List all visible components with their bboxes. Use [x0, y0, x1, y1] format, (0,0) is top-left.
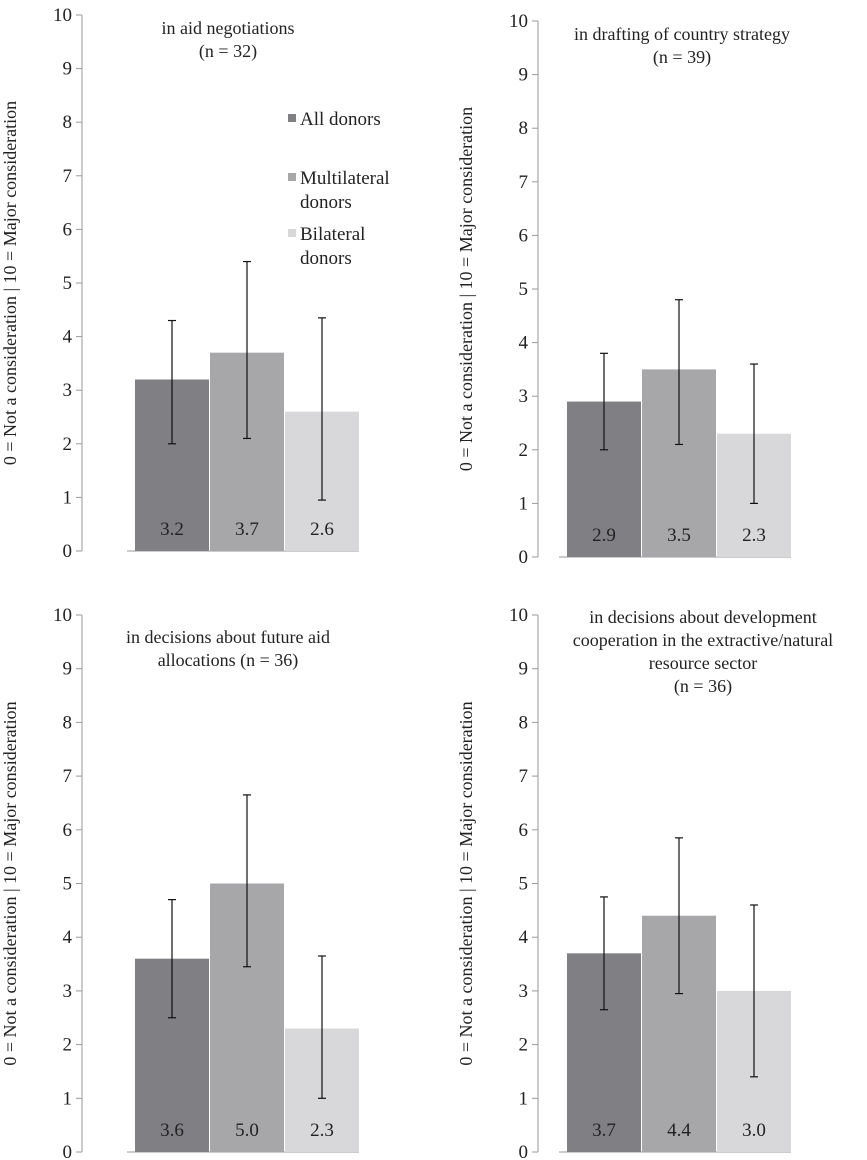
- data-label: 3.7: [235, 519, 259, 540]
- chart-panel-1: 0 1 2 3 4 5 6 7 8 9 10 0 = Not a consideration | 10…: [0, 5, 390, 562]
- chart-title-line: (n = 32): [199, 41, 257, 62]
- legend-label: Multilateral: [300, 168, 390, 189]
- data-label: 2.9: [592, 525, 616, 546]
- chart-title-line: cooperation in the extractive/natural: [573, 630, 833, 650]
- data-label: 3.2: [160, 519, 184, 540]
- y-tick-label: 5: [519, 874, 529, 895]
- y-tick-label: 3: [519, 981, 529, 1002]
- y-tick-label: 6: [63, 219, 73, 240]
- legend-swatch: [288, 114, 296, 122]
- y-tick-label: 2: [519, 1035, 529, 1056]
- y-tick-label: 4: [519, 333, 529, 354]
- y-tick-label: 10: [53, 605, 72, 626]
- y-tick-label: 2: [63, 434, 73, 455]
- y-tick-label: 5: [63, 273, 73, 294]
- y-tick-label: 1: [63, 487, 73, 508]
- data-label: 3.7: [592, 1120, 616, 1141]
- y-tick-label: 10: [509, 605, 528, 626]
- y-tick-label: 4: [63, 927, 73, 948]
- y-tick-label: 3: [63, 981, 73, 1002]
- chart-panel-4: 0 1 2 3 4 5 6 7 8 9 10 0 = Not a consideration | 10…: [456, 605, 833, 1160]
- y-tick-label: 9: [519, 65, 529, 86]
- legend-swatch: [288, 173, 296, 181]
- chart-title-line: in decisions about development: [589, 607, 816, 627]
- chart-title-line: (n = 36): [674, 676, 732, 697]
- y-tick-label: 10: [53, 5, 72, 26]
- legend-label: All donors: [300, 109, 381, 130]
- y-tick-label: 8: [63, 112, 73, 133]
- data-label: 5.0: [235, 1120, 259, 1141]
- chart-panel-2: 0 1 2 3 4 5 6 7 8 9 10 0 = Not a consideration | 10…: [456, 11, 791, 568]
- legend-label: donors: [300, 248, 352, 269]
- y-tick-label: 8: [519, 712, 529, 733]
- y-tick-label: 4: [63, 327, 73, 348]
- data-label: 3.5: [667, 525, 691, 546]
- y-tick-label: 2: [63, 1035, 73, 1056]
- y-tick-label: 0: [63, 541, 73, 562]
- chart-panel-3: 0 1 2 3 4 5 6 7 8 9 10 0 = Not a consideration | 10…: [0, 605, 359, 1160]
- chart-title-line: in aid negotiations: [162, 18, 295, 38]
- data-label: 2.3: [742, 525, 766, 546]
- y-tick-label: 1: [519, 1088, 529, 1109]
- y-tick-label: 3: [519, 386, 529, 407]
- y-tick-label: 8: [63, 712, 73, 733]
- y-tick-label: 0: [63, 1142, 73, 1160]
- y-tick-label: 2: [519, 440, 529, 461]
- y-tick-label: 6: [519, 225, 529, 246]
- legend-swatch: [288, 229, 296, 237]
- y-axis-label: 0 = Not a consideration | 10 = Major con…: [0, 101, 20, 465]
- y-tick-label: 9: [519, 659, 529, 680]
- y-tick-label: 1: [519, 493, 529, 514]
- y-tick-label: 10: [509, 11, 528, 32]
- y-tick-label: 7: [63, 166, 73, 187]
- chart-title-line: in decisions about future aid: [126, 627, 330, 647]
- y-tick-label: 0: [519, 1142, 529, 1160]
- chart-title-line: resource sector: [649, 653, 757, 673]
- y-tick-label: 7: [63, 766, 73, 787]
- y-tick-label: 5: [63, 874, 73, 895]
- y-axis-label: 0 = Not a consideration | 10 = Major con…: [456, 107, 476, 471]
- legend: All donors Multilateral donors Bilateral don…: [288, 109, 390, 269]
- legend-label: donors: [300, 192, 352, 213]
- y-tick-label: 5: [519, 279, 529, 300]
- y-tick-label: 0: [519, 547, 529, 568]
- y-tick-label: 7: [519, 766, 529, 787]
- y-tick-label: 7: [519, 172, 529, 193]
- y-tick-label: 8: [519, 118, 529, 139]
- data-label: 2.6: [310, 519, 334, 540]
- y-tick-label: 4: [519, 927, 529, 948]
- data-label: 4.4: [667, 1120, 691, 1141]
- chart-title-line: allocations (n = 36): [158, 650, 299, 671]
- data-label: 2.3: [310, 1120, 334, 1141]
- y-tick-label: 6: [519, 820, 529, 841]
- data-label: 3.6: [160, 1120, 184, 1141]
- legend-label: Bilateral: [300, 224, 365, 245]
- chart-title-line: (n = 39): [653, 47, 711, 68]
- y-tick-label: 9: [63, 659, 73, 680]
- y-axis-label: 0 = Not a consideration | 10 = Major con…: [0, 701, 20, 1065]
- y-tick-label: 9: [63, 59, 73, 80]
- y-axis-label: 0 = Not a consideration | 10 = Major con…: [456, 701, 476, 1065]
- y-tick-label: 3: [63, 380, 73, 401]
- data-label: 3.0: [742, 1120, 766, 1141]
- y-tick-label: 1: [63, 1088, 73, 1109]
- y-tick-label: 6: [63, 820, 73, 841]
- chart-title-line: in drafting of country strategy: [574, 24, 790, 44]
